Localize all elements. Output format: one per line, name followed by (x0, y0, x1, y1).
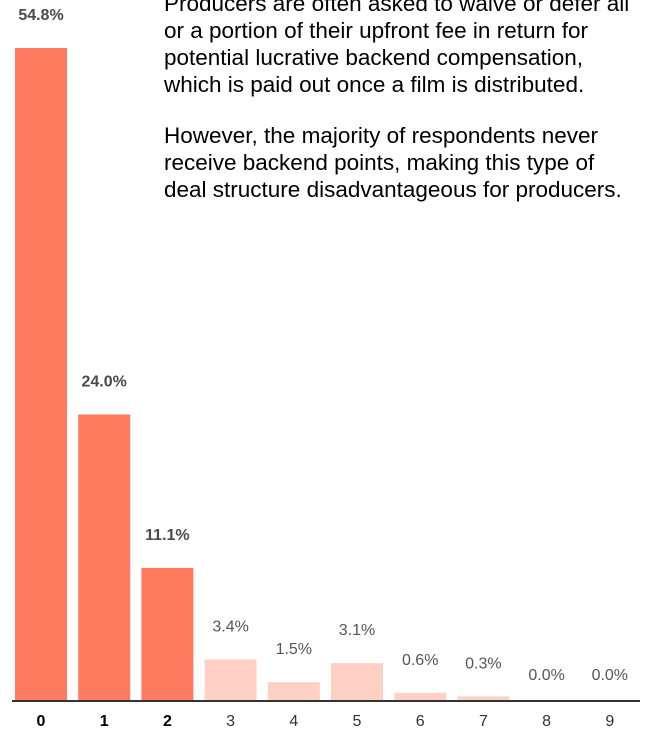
value-label-9: 0.0% (592, 667, 628, 684)
value-label-4: 1.5% (276, 641, 312, 658)
bar-7 (457, 696, 510, 700)
bar-3 (204, 659, 257, 700)
x-tick-9: 9 (605, 713, 614, 729)
x-tick-1: 1 (100, 713, 109, 729)
x-tick-5: 5 (353, 713, 362, 729)
value-label-7: 0.3% (465, 655, 501, 672)
value-label-6: 0.6% (402, 652, 438, 669)
bar-0 (15, 48, 67, 700)
value-labels-group: 54.8% 24.0% 11.1% 3.4% 1.5% 3.1% 0.6% 0.3% 0.0% 0… (18, 7, 628, 684)
value-label-8: 0.0% (528, 667, 564, 684)
x-tick-8: 8 (542, 713, 551, 729)
x-tick-7: 7 (479, 713, 488, 729)
bar-4 (267, 682, 320, 700)
value-label-2: 11.1% (145, 527, 189, 544)
bars-group (15, 48, 510, 700)
x-tick-3: 3 (226, 713, 235, 729)
x-tick-6: 6 (416, 713, 425, 729)
bar-1 (78, 414, 131, 700)
bar-2 (141, 567, 194, 700)
bar-6 (394, 692, 447, 700)
chart-annotation: Producers are often asked to waive or de… (164, 0, 634, 227)
x-tick-2: 2 (163, 713, 172, 729)
annotation-paragraph-2: However, the majority of respondents nev… (164, 123, 622, 202)
value-label-3: 3.4% (212, 619, 248, 636)
value-label-1: 24.0% (82, 373, 127, 390)
x-tick-0: 0 (37, 713, 46, 729)
bar-5 (331, 663, 383, 700)
annotation-paragraph-1: Producers are often asked to waive or de… (164, 0, 630, 97)
value-label-5: 3.1% (339, 622, 375, 639)
value-label-0: 54.8% (18, 7, 63, 24)
x-tick-labels-group: 0 1 2 3 4 5 6 7 8 9 (37, 713, 615, 729)
x-tick-4: 4 (289, 713, 298, 729)
